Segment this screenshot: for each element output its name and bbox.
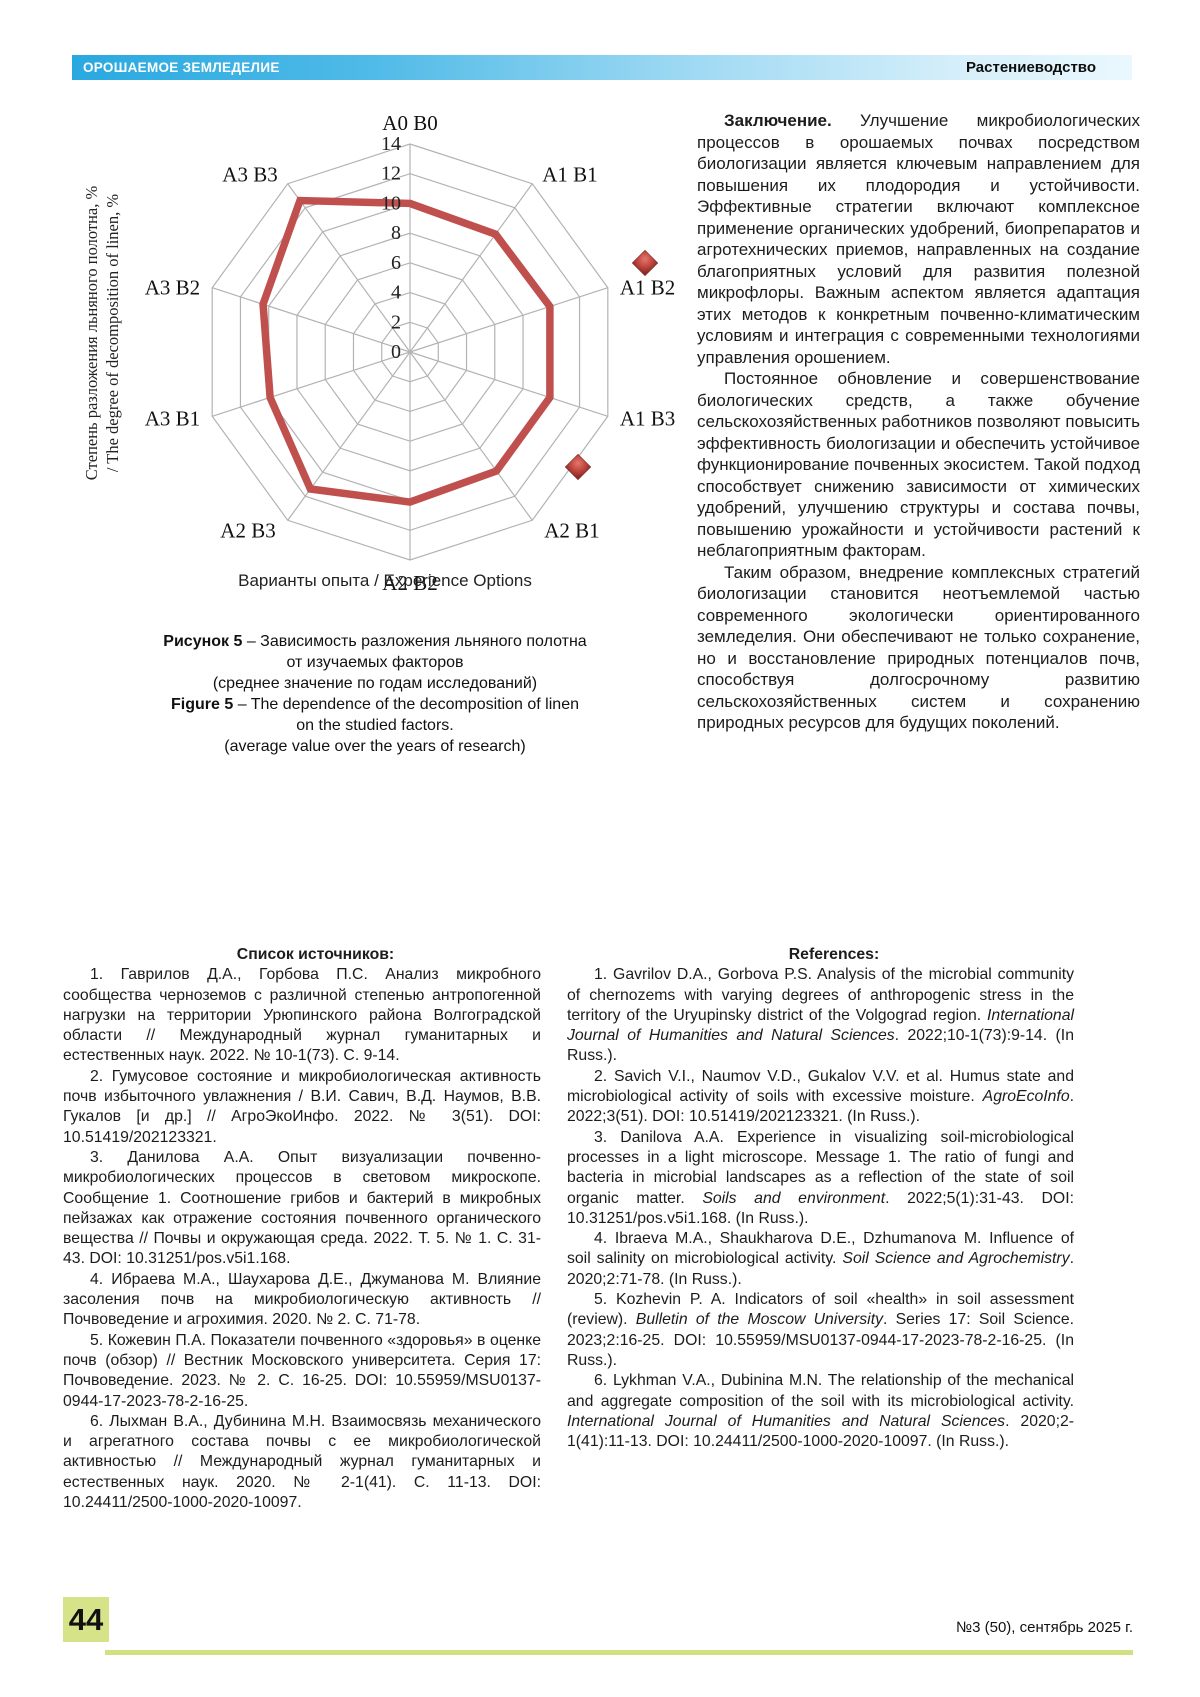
article-category-label: Растениеводство	[966, 59, 1096, 76]
radar-category-label: A1 B3	[620, 406, 675, 430]
figure-caption: Рисунок 5 – Зависимость разложения льнян…	[95, 631, 655, 757]
reference-item: 5. Kozhevin P. A. Indicators of soil «he…	[567, 1291, 1074, 1369]
caption-ru-figure-number: Рисунок 5	[163, 633, 243, 650]
caption-en-line1: Figure 5 – The dependence of the decompo…	[171, 696, 579, 713]
reference-item: 1. Gavrilov D.A., Gorbova P.S. Analysis …	[567, 966, 1074, 1065]
radar-tick-label: 10	[381, 192, 401, 214]
radar-category-label: A1 B2	[620, 276, 675, 300]
radar-tick-label: 2	[391, 311, 401, 333]
conclusion-paragraph-2: Постоянное обновление и совершенствовани…	[697, 369, 1140, 560]
footer-divider	[105, 1650, 1133, 1655]
series-marker-diamond-icon	[564, 453, 592, 481]
caption-ru-line3: (среднее значение по годам исследований)	[212, 675, 538, 692]
source-item: 6. Лыхман В.А., Дубинина М.Н. Взаимосвяз…	[63, 1412, 541, 1512]
caption-ru-line1: Рисунок 5 – Зависимость разложения льнян…	[163, 633, 587, 650]
caption-en-line3: (average value over the years of researc…	[224, 738, 526, 755]
caption-en-figure-number: Figure 5	[171, 696, 234, 713]
y-axis-title-ru: Степень разложения льняного полотна, %	[82, 185, 101, 481]
issue-label: №3 (50), сентябрь 2025 г.	[956, 1619, 1133, 1636]
conclusion-section: Заключение. Улучшение микробиологических…	[697, 110, 1140, 734]
radar-data-series	[259, 196, 554, 506]
radar-tick-label: 12	[381, 163, 401, 185]
radar-y-axis-title: Степень разложения льняного полотна, % /…	[81, 118, 123, 548]
conclusion-lead: Заключение.	[724, 111, 832, 130]
radar-tick-label: 6	[391, 252, 401, 274]
conclusion-paragraph-1: Заключение. Улучшение микробиологических…	[697, 111, 1140, 367]
sources-title: Список источников:	[236, 946, 395, 963]
radar-category-label: A1 B1	[542, 163, 597, 187]
radar-category-label: A3 B1	[145, 406, 200, 430]
references-title: References:	[788, 946, 880, 963]
reference-item: 2. Savich V.I., Naumov V.D., Gukalov V.V…	[567, 1067, 1074, 1126]
radar-x-axis-title: Варианты опыта / Experience Options	[238, 571, 532, 590]
caption-ru-line2: от изучаемых факторов	[286, 654, 464, 671]
radar-category-label: A2 B2	[382, 571, 437, 595]
reference-item: 4. Ibraeva M.A., Shaukharova D.E., Dzhum…	[567, 1230, 1074, 1288]
page-header-bar: ОРОШАЕМОЕ ЗЕМЛЕДЕЛИЕ Растениеводство	[72, 55, 1132, 80]
radar-category-label: A0 B0	[382, 111, 437, 135]
sources-column: Список источников: 1. Гаврилов Д.А., Гор…	[63, 945, 541, 1513]
source-item: 4. Ибраева М.А., Шаухарова Д.Е., Джумано…	[63, 1270, 541, 1329]
conclusion-paragraph-3: Таким образом, внедрение комплексных стр…	[697, 562, 1140, 733]
page-number-badge: 44	[63, 1597, 109, 1642]
source-item: 2. Гумусовое состояние и микробиологичес…	[63, 1067, 541, 1146]
radar-category-label: A3 B3	[222, 163, 277, 187]
reference-item: 3. Danilova A.A. Experience in visualizi…	[567, 1128, 1074, 1227]
radar-tick-label: 8	[391, 222, 401, 244]
source-item: 1. Гаврилов Д.А., Горбова П.С. Анализ ми…	[63, 966, 541, 1065]
radar-category-label: A2 B1	[544, 518, 599, 542]
radar-category-label: A2 B3	[220, 518, 275, 542]
caption-en-line2: on the studied factors.	[296, 717, 454, 734]
radar-tick-label: 14	[381, 133, 401, 155]
radar-tick-label: 0	[391, 341, 401, 363]
source-item: 3. Данилова А.А. Опыт визуализации почве…	[63, 1148, 541, 1268]
radar-tick-label: 4	[391, 282, 401, 304]
references-column: References: 1. Gavrilov D.A., Gorbova P.…	[567, 945, 1074, 1452]
source-item: 5. Кожевин П.А. Показатели почвенного «з…	[63, 1331, 541, 1410]
radar-category-label: A3 B2	[145, 276, 200, 300]
journal-section-label: ОРОШАЕМОЕ ЗЕМЛЕДЕЛИЕ	[83, 60, 280, 75]
reference-item: 6. Lykhman V.A., Dubinina M.N. The relat…	[567, 1372, 1075, 1451]
series-marker-diamond-icon	[631, 249, 659, 277]
